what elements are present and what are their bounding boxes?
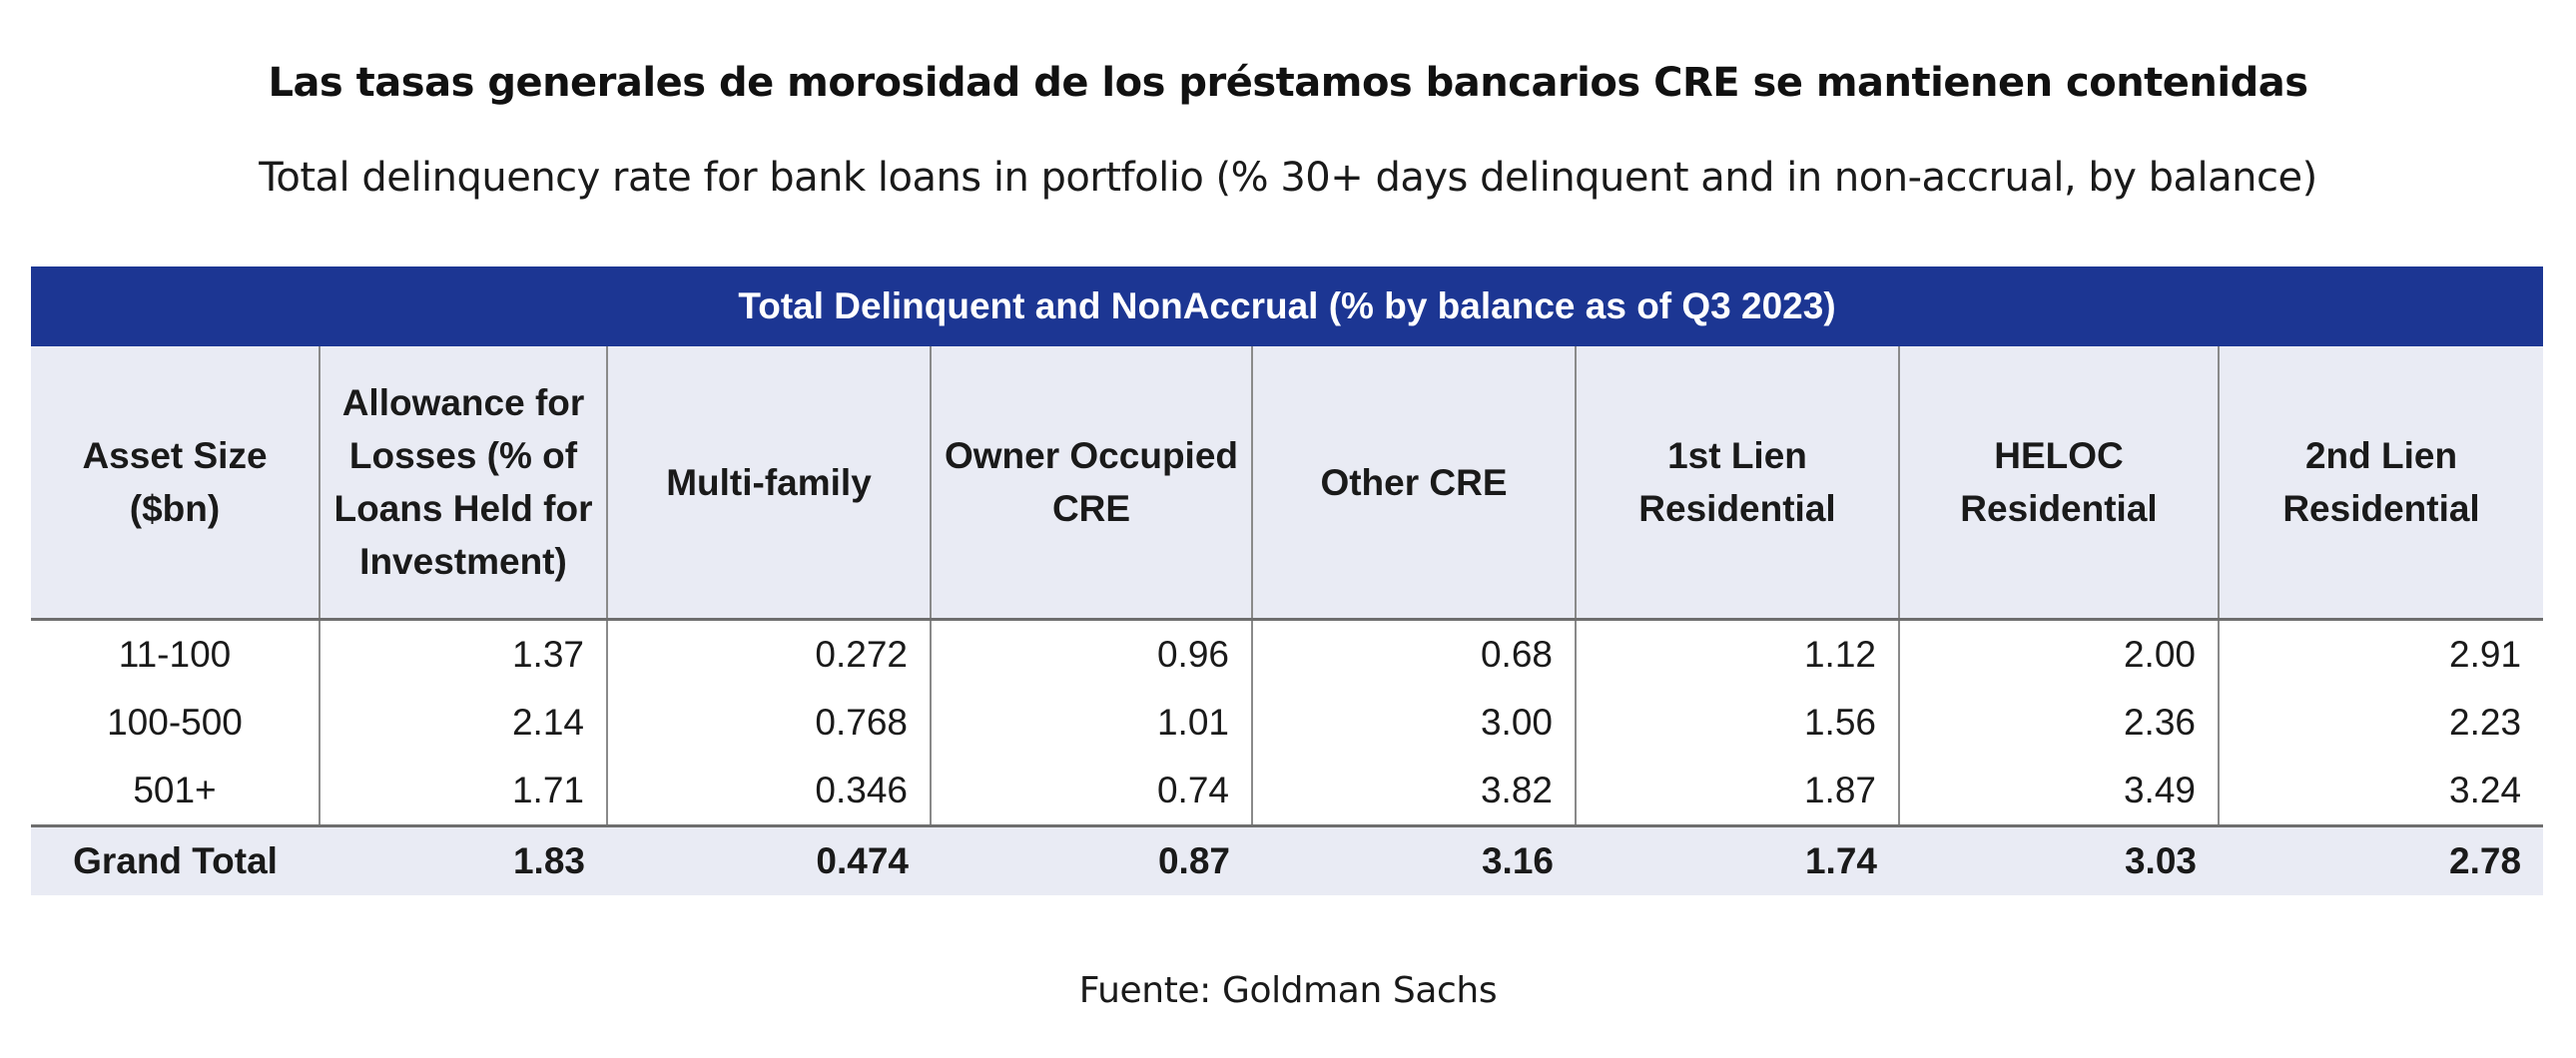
delinquency-table: Total Delinquent and NonAccrual (% by ba… bbox=[31, 266, 2544, 895]
delinquency-table-container: Total Delinquent and NonAccrual (% by ba… bbox=[31, 266, 2544, 895]
table-banner: Total Delinquent and NonAccrual (% by ba… bbox=[31, 266, 2544, 346]
table-cell: 3.49 bbox=[1898, 757, 2219, 826]
table-row: 11-100 1.37 0.272 0.96 0.68 1.12 2.00 2.… bbox=[31, 619, 2544, 689]
table-cell: 0.87 bbox=[931, 824, 1252, 895]
column-header: Asset Size ($bn) bbox=[31, 346, 320, 621]
table-cell: 1.74 bbox=[1576, 824, 1899, 895]
table-row: 501+ 1.71 0.346 0.74 3.82 1.87 3.49 3.24 bbox=[31, 757, 2544, 826]
table-row: 100-500 2.14 0.768 1.01 3.00 1.56 2.36 2… bbox=[31, 689, 2544, 757]
table-cell: 3.16 bbox=[1252, 824, 1576, 895]
table-cell: 1.83 bbox=[320, 824, 607, 895]
table-cell: 0.768 bbox=[606, 689, 931, 757]
table-cell: 0.346 bbox=[606, 757, 931, 826]
table-cell: 2.23 bbox=[2217, 689, 2544, 757]
column-header: 2nd Lien Residential bbox=[2217, 346, 2544, 621]
table-cell: 2.00 bbox=[1898, 619, 2219, 689]
table-cell: 100-500 bbox=[31, 689, 320, 757]
table-cell: 3.82 bbox=[1251, 757, 1576, 826]
table-cell: 1.12 bbox=[1575, 619, 1899, 689]
grand-total-row: Grand Total 1.83 0.474 0.87 3.16 1.74 3.… bbox=[31, 824, 2544, 895]
table-cell: 3.24 bbox=[2217, 757, 2544, 826]
table-cell: 1.37 bbox=[319, 619, 607, 689]
table-cell: 0.68 bbox=[1251, 619, 1576, 689]
table-cell: 3.03 bbox=[1899, 824, 2219, 895]
column-header: 1st Lien Residential bbox=[1575, 346, 1899, 621]
column-header: Owner Occupied CRE bbox=[930, 346, 1252, 621]
table-cell: 11-100 bbox=[31, 619, 320, 689]
table-cell: 0.96 bbox=[930, 619, 1252, 689]
column-header: HELOC Residential bbox=[1898, 346, 2219, 621]
table-cell: 1.87 bbox=[1575, 757, 1899, 826]
table-cell: 501+ bbox=[31, 757, 320, 826]
table-cell: Grand Total bbox=[31, 824, 320, 895]
table-cell: 0.474 bbox=[607, 824, 931, 895]
table-cell: 1.01 bbox=[930, 689, 1252, 757]
column-header-row: Asset Size ($bn) Allowance for Losses (%… bbox=[31, 346, 2544, 621]
table-cell: 3.00 bbox=[1251, 689, 1576, 757]
table-cell: 1.71 bbox=[319, 757, 607, 826]
source-note: Fuente: Goldman Sachs bbox=[1078, 970, 1498, 1011]
chart-title: Las tasas generales de morosidad de los … bbox=[268, 60, 2308, 106]
table-cell: 2.14 bbox=[319, 689, 607, 757]
table-cell: 2.78 bbox=[2219, 824, 2544, 895]
table-cell: 2.91 bbox=[2217, 619, 2544, 689]
column-header: Other CRE bbox=[1251, 346, 1576, 621]
column-header: Multi-family bbox=[606, 346, 931, 621]
table-cell: 2.36 bbox=[1898, 689, 2219, 757]
chart-subtitle: Total delinquency rate for bank loans in… bbox=[259, 155, 2317, 201]
table-cell: 1.56 bbox=[1575, 689, 1899, 757]
table-cell: 0.74 bbox=[930, 757, 1252, 826]
table-cell: 0.272 bbox=[606, 619, 931, 689]
column-header: Allowance for Losses (% of Loans Held fo… bbox=[319, 346, 607, 621]
